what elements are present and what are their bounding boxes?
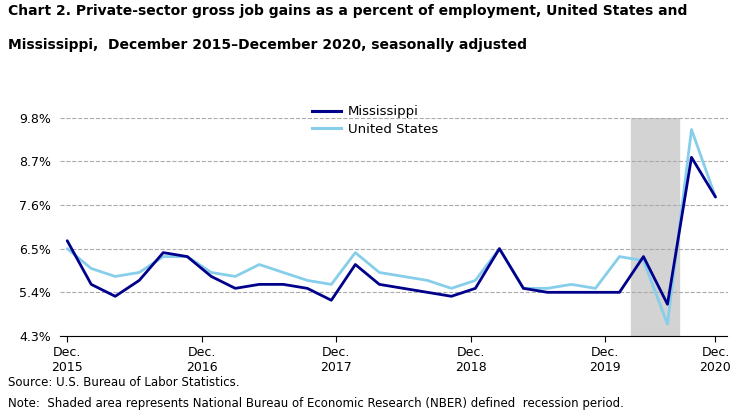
Text: Chart 2. Private-sector gross job gains as a percent of employment, United State: Chart 2. Private-sector gross job gains …: [8, 4, 687, 18]
Bar: [632, 118, 680, 336]
Text: Note:  Shaded area represents National Bureau of Economic Research (NBER) define: Note: Shaded area represents National Bu…: [8, 397, 623, 410]
Text: Mississippi,  December 2015–December 2020, seasonally adjusted: Mississippi, December 2015–December 2020…: [8, 38, 526, 52]
Text: Source: U.S. Bureau of Labor Statistics.: Source: U.S. Bureau of Labor Statistics.: [8, 376, 239, 389]
Legend: Mississippi, United States: Mississippi, United States: [312, 105, 438, 136]
